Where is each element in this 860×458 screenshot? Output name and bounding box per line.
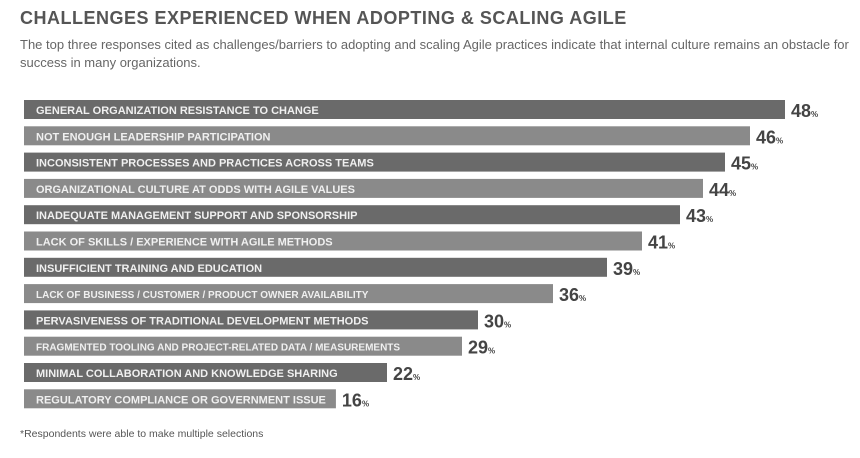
bar-category-label: INADEQUATE MANAGEMENT SUPPORT AND SPONSO… [36,210,357,222]
bar-row: MINIMAL COLLABORATION AND KNOWLEDGE SHAR… [24,363,420,384]
bar [24,126,750,146]
bar-value-label: 36% [559,285,586,305]
bar-value-label: 16% [342,390,369,410]
bar [24,178,703,198]
bar-row: REGULATORY COMPLIANCE OR GOVERNMENT ISSU… [24,389,369,410]
bar-row: FRAGMENTED TOOLING AND PROJECT-RELATED D… [24,336,495,358]
bar-category-label: MINIMAL COLLABORATION AND KNOWLEDGE SHAR… [36,368,338,380]
bar-row: LACK OF BUSINESS / CUSTOMER / PRODUCT OW… [24,284,586,305]
bar [24,310,478,330]
bar-category-label: PERVASIVENESS OF TRADITIONAL DEVELOPMENT… [36,315,368,327]
bar [24,363,387,382]
bar-category-label: LACK OF BUSINESS / CUSTOMER / PRODUCT OW… [36,290,369,301]
bar-row: LACK OF SKILLS / EXPERIENCE WITH AGILE M… [24,231,675,253]
footnote: *Respondents were able to make multiple … [20,428,264,440]
bar-category-label: GENERAL ORGANIZATION RESISTANCE TO CHANG… [36,105,319,117]
bar-value-label: 41% [648,233,675,253]
bar-value-label: 44% [709,180,736,200]
chart-subtitle: The top three responses cited as challen… [20,37,849,70]
bar-category-label: LACK OF SKILLS / EXPERIENCE WITH AGILE M… [36,237,333,249]
bar [24,205,680,225]
bar-row: INSUFFICIENT TRAINING AND EDUCATION 39% [24,257,640,279]
bar-value-label: 45% [731,154,758,174]
bar [24,152,725,172]
bar-value-label: 29% [468,338,495,358]
bar-row: PERVASIVENESS OF TRADITIONAL DEVELOPMENT… [24,310,511,331]
bar [24,100,785,119]
bar-category-label: FRAGMENTED TOOLING AND PROJECT-RELATED D… [36,343,400,354]
bar-category-label: INSUFFICIENT TRAINING AND EDUCATION [36,263,262,275]
bar [24,231,642,251]
bar-value-label: 46% [756,127,783,147]
bar [24,389,336,409]
chart-title: CHALLENGES EXPERIENCED WHEN ADOPTING & S… [20,8,627,28]
bar-category-label: NOT ENOUGH LEADERSHIP PARTICIPATION [36,131,271,143]
bar-category-label: REGULATORY COMPLIANCE OR GOVERNMENT ISSU… [36,394,326,406]
bar [24,336,462,356]
bar-value-label: 30% [484,311,511,331]
bar-value-label: 39% [613,259,640,279]
bar-row: GENERAL ORGANIZATION RESISTANCE TO CHANG… [24,100,818,121]
bar-category-label: ORGANIZATIONAL CULTURE AT ODDS WITH AGIL… [36,184,355,196]
bar-value-label: 48% [791,101,818,121]
bar-category-label: INCONSISTENT PROCESSES AND PRACTICES ACR… [36,158,374,170]
bar-row: INCONSISTENT PROCESSES AND PRACTICES ACR… [24,152,758,174]
bar [24,284,553,304]
bar-value-label: 43% [686,206,713,226]
bar-value-label: 22% [393,364,420,384]
bar-row: NOT ENOUGH LEADERSHIP PARTICIPATION 46% [24,126,783,147]
bar-row: ORGANIZATIONAL CULTURE AT ODDS WITH AGIL… [24,178,736,200]
bar-row: INADEQUATE MANAGEMENT SUPPORT AND SPONSO… [24,205,713,226]
bar [24,257,607,277]
